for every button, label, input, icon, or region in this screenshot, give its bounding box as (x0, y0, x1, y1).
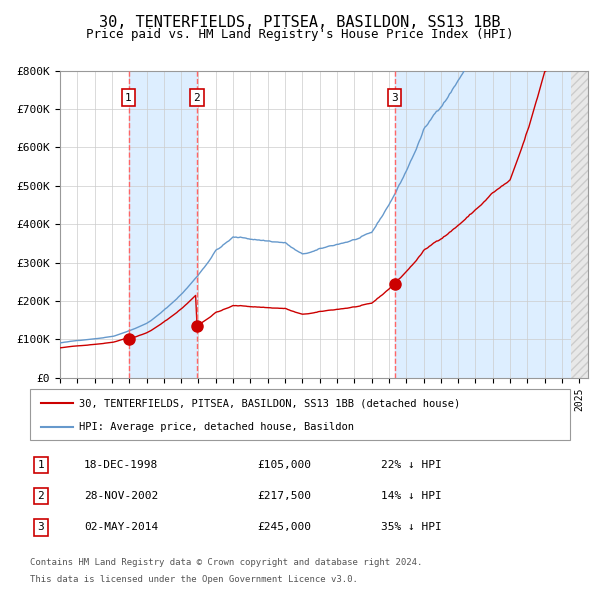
Text: 18-DEC-1998: 18-DEC-1998 (84, 460, 158, 470)
Bar (395, 71, 588, 378)
Text: HPI: Average price, detached house, Basildon: HPI: Average price, detached house, Basi… (79, 422, 353, 432)
Text: £105,000: £105,000 (257, 460, 311, 470)
Bar (571, 71, 588, 378)
Text: Contains HM Land Registry data © Crown copyright and database right 2024.: Contains HM Land Registry data © Crown c… (30, 558, 422, 566)
Text: 3: 3 (391, 93, 398, 103)
Text: This data is licensed under the Open Government Licence v3.0.: This data is licensed under the Open Gov… (30, 575, 358, 584)
Text: 1: 1 (37, 460, 44, 470)
Text: 14% ↓ HPI: 14% ↓ HPI (381, 491, 442, 501)
Text: 3: 3 (37, 522, 44, 532)
Bar (128, 71, 197, 378)
Text: 28-NOV-2002: 28-NOV-2002 (84, 491, 158, 501)
Text: 2: 2 (37, 491, 44, 501)
Text: 22% ↓ HPI: 22% ↓ HPI (381, 460, 442, 470)
Text: 30, TENTERFIELDS, PITSEA, BASILDON, SS13 1BB: 30, TENTERFIELDS, PITSEA, BASILDON, SS13… (99, 15, 501, 30)
Text: 35% ↓ HPI: 35% ↓ HPI (381, 522, 442, 532)
Text: £245,000: £245,000 (257, 522, 311, 532)
Bar (571, 71, 588, 378)
Text: 1: 1 (125, 93, 132, 103)
Text: £217,500: £217,500 (257, 491, 311, 501)
Text: 2: 2 (194, 93, 200, 103)
Text: 30, TENTERFIELDS, PITSEA, BASILDON, SS13 1BB (detached house): 30, TENTERFIELDS, PITSEA, BASILDON, SS13… (79, 398, 460, 408)
Text: 02-MAY-2014: 02-MAY-2014 (84, 522, 158, 532)
Text: Price paid vs. HM Land Registry's House Price Index (HPI): Price paid vs. HM Land Registry's House … (86, 28, 514, 41)
